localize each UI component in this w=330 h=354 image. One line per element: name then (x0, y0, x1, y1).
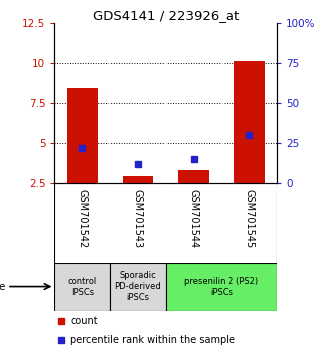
Bar (67, 88, 98, 183)
Text: GSM701545: GSM701545 (244, 189, 254, 249)
Text: control
IPSCs: control IPSCs (68, 276, 97, 297)
Text: GSM701544: GSM701544 (189, 189, 199, 248)
Text: Sporadic
PD-derived
iPSCs: Sporadic PD-derived iPSCs (115, 271, 161, 302)
Text: percentile rank within the sample: percentile rank within the sample (70, 336, 235, 346)
Bar (234, 61, 265, 183)
Text: cell line: cell line (0, 281, 6, 292)
Text: count: count (70, 315, 98, 326)
Text: GSM701543: GSM701543 (133, 189, 143, 248)
Text: presenilin 2 (PS2)
iPSCs: presenilin 2 (PS2) iPSCs (184, 276, 259, 297)
Bar (178, 170, 209, 183)
Bar (54, 263, 110, 310)
Title: GDS4141 / 223926_at: GDS4141 / 223926_at (93, 9, 239, 22)
Text: GSM701542: GSM701542 (77, 189, 87, 249)
Bar (166, 263, 277, 310)
Bar (123, 176, 153, 183)
Bar (110, 263, 166, 310)
